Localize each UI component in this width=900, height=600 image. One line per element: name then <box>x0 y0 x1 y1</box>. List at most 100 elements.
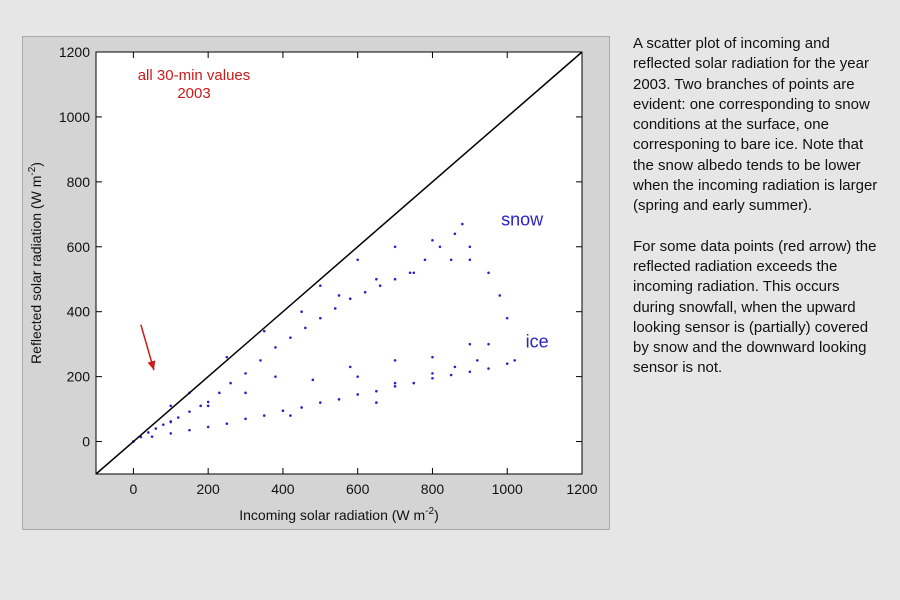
scatter-point-snow <box>431 372 434 375</box>
scatter-point-snow <box>218 391 221 395</box>
scatter-point-ice <box>487 367 490 370</box>
scatter-point-ice <box>206 425 210 429</box>
scatter-point-ice <box>188 428 191 432</box>
scatter-chart: 0 200 400 600 800 1000 1200 0 200 400 600 800 1000 12… <box>27 44 598 523</box>
scatter-point-snow <box>487 271 490 275</box>
scatter-point-ice <box>375 401 378 404</box>
scatter-point-ice <box>393 385 397 388</box>
scatter-point-snow <box>375 277 378 281</box>
scatter-point-ice <box>468 342 472 346</box>
one-to-one-line <box>95 51 583 475</box>
scatter-point-snow <box>356 258 359 262</box>
scatter-point-ice <box>412 381 416 385</box>
scatter-point-ice <box>274 375 277 378</box>
scatter-point-snow <box>206 400 210 404</box>
scatter-point-ice <box>505 362 509 365</box>
scatter-point-snow <box>453 232 457 236</box>
y-tick-label: 1000 <box>59 109 90 125</box>
scatter-point-snow <box>244 372 247 375</box>
y-tick-label: 200 <box>67 369 91 385</box>
scatter-point-snow <box>431 238 434 242</box>
scatter-point-snow <box>476 359 479 362</box>
scatter-point-snow <box>229 381 232 385</box>
scatter-point-ice <box>431 376 434 380</box>
scatter-point-ice <box>513 359 517 362</box>
scatter-point-snow <box>461 222 464 226</box>
scatter-point-snow <box>262 329 266 333</box>
scatter-point-ice <box>337 398 341 401</box>
x-tick-label: 0 <box>129 481 137 497</box>
caption: A scatter plot of incoming and reflected… <box>633 34 883 399</box>
scatter-point-snow <box>319 284 322 288</box>
x-tick-label: 400 <box>271 481 295 497</box>
scatter-point-ice <box>311 378 315 382</box>
scatter-point-snow <box>274 346 277 349</box>
scatter-point-snow <box>225 355 229 359</box>
scatter-point-snow <box>363 290 367 294</box>
x-tick-label: 800 <box>421 481 445 497</box>
scatter-point-snow <box>169 404 173 408</box>
scatter-point-ice <box>289 414 292 417</box>
scatter-point-snow <box>393 381 397 385</box>
scatter-point-ice <box>348 365 352 369</box>
scatter-point-ice <box>244 417 247 421</box>
scatter-point-snow <box>423 258 427 262</box>
scatter-point-ice <box>150 435 154 438</box>
scatter-point-snow <box>498 294 502 297</box>
x-tick-label: 600 <box>346 481 370 497</box>
scatter-point-snow <box>259 359 262 362</box>
figure-panel: 0 200 400 600 800 1000 1200 0 200 400 600 800 1000 12… <box>22 36 610 530</box>
y-tick-label: 600 <box>67 239 91 255</box>
series-label-ice: ice <box>526 331 549 351</box>
scatter-point-ice <box>319 401 322 404</box>
scatter-point-snow <box>337 294 341 297</box>
scatter-point-ice <box>169 420 173 424</box>
scatter-point-snow <box>333 307 337 310</box>
scatter-point-snow <box>154 427 158 430</box>
scatter-point-snow <box>393 277 397 281</box>
y-tick-label: 400 <box>67 304 91 320</box>
y-tick-label: 0 <box>82 434 90 450</box>
scatter-point-ice <box>468 370 472 374</box>
scatter-point-snow <box>438 245 442 249</box>
scatter-point-snow <box>468 245 472 249</box>
scatter-point-snow <box>505 316 509 320</box>
scatter-point-snow <box>449 258 453 262</box>
scatter-point-ice <box>262 414 266 417</box>
y-tick-label: 1200 <box>59 44 90 60</box>
scatter-point-snow <box>176 416 180 419</box>
caption-paragraph-2: For some data points (red arrow) the ref… <box>633 237 877 377</box>
scatter-point-snow <box>487 342 490 346</box>
scatter-point-ice <box>281 409 285 413</box>
scatter-point-snow <box>199 404 202 408</box>
scatter-point-ice <box>356 393 359 396</box>
scatter-point-ice <box>300 406 303 409</box>
series-label-snow: snow <box>501 210 544 230</box>
scatter-point-snow <box>378 284 382 288</box>
scatter-point-ice <box>431 355 434 359</box>
x-tick-label: 1000 <box>492 481 523 497</box>
scatter-point-snow <box>300 310 303 313</box>
scatter-point-ice <box>393 359 397 362</box>
x-tick-label: 200 <box>196 481 220 497</box>
scatter-point-snow <box>289 336 292 339</box>
scatter-point-snow <box>348 297 352 301</box>
annotation-all-30-min-values: all 30-min values <box>138 67 251 84</box>
x-tick-label: 1200 <box>566 481 597 497</box>
scatter-point-ice <box>375 389 378 393</box>
scatter-point-ice <box>225 422 229 425</box>
scatter-point-snow <box>304 326 307 330</box>
x-axis-title: Incoming solar radiation (W m-2) <box>239 506 439 523</box>
scatter-point-snow <box>188 410 191 413</box>
red-arrow-head <box>147 360 156 371</box>
scatter-point-snow <box>468 258 472 262</box>
caption-paragraph-1: A scatter plot of incoming and reflected… <box>633 35 878 215</box>
scatter-point-snow <box>319 316 322 320</box>
annotation-year: 2003 <box>177 85 210 102</box>
scatter-point-ice <box>169 432 173 435</box>
scatter-point-ice <box>356 375 359 378</box>
scatter-point-snow <box>161 423 165 426</box>
scatter-point-ice <box>206 404 210 408</box>
y-tick-label: 800 <box>67 174 91 190</box>
y-axis-title: Reflected solar radiation (W m-2) <box>27 162 44 364</box>
